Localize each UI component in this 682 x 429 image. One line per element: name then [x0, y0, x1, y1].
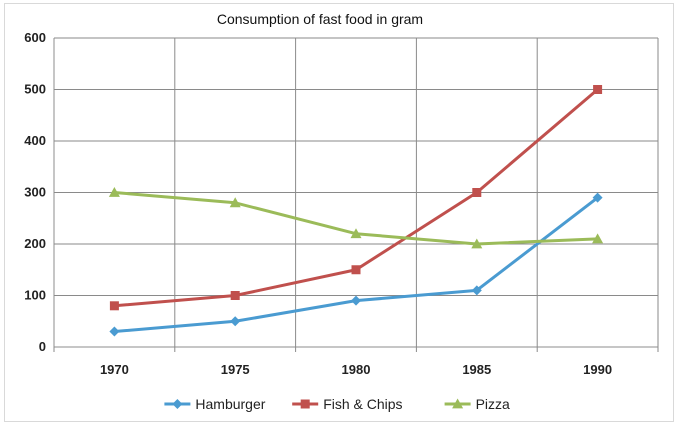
- x-tick-label: 1985: [462, 362, 491, 377]
- y-tick-label: 0: [39, 339, 46, 354]
- legend-label: Fish & Chips: [323, 396, 402, 412]
- x-tick-label: 1980: [342, 362, 371, 377]
- data-point-hamburger: [351, 295, 361, 306]
- legend-marker: [452, 398, 464, 409]
- data-point-fish-chips: [351, 265, 361, 275]
- legend-item-pizza: Pizza: [444, 396, 510, 412]
- data-point-fish-chips: [472, 188, 482, 197]
- data-point-pizza: [229, 197, 241, 208]
- series-line-hamburger: [114, 196, 599, 334]
- y-tick-label: 500: [24, 82, 46, 97]
- y-tick-label: 600: [24, 30, 46, 45]
- legend-marker: [172, 399, 183, 409]
- y-tick-label: 400: [24, 133, 46, 148]
- chart-title: Consumption of fast food in gram: [217, 11, 423, 27]
- legend-item-hamburger: Hamburger: [164, 396, 266, 412]
- legend-label: Hamburger: [195, 396, 265, 412]
- series-layer: [108, 85, 604, 337]
- y-tick-label: 100: [24, 288, 46, 303]
- y-tick-label: 200: [24, 236, 46, 251]
- series-hamburger: [109, 192, 603, 337]
- series-fish-chips: [109, 85, 603, 311]
- data-point-fish-chips: [593, 85, 603, 94]
- data-point-hamburger: [109, 326, 120, 337]
- x-tick-label: 1990: [583, 362, 612, 377]
- data-point-pizza: [108, 187, 120, 197]
- data-point-fish-chips: [230, 291, 240, 300]
- chart-frame: [4, 3, 674, 422]
- data-point-hamburger: [471, 285, 482, 296]
- legend-item-fish-chips: Fish & Chips: [292, 396, 403, 412]
- x-tick-label: 1970: [100, 362, 129, 377]
- data-point-fish-chips: [109, 301, 119, 311]
- data-point-pizza: [471, 238, 483, 249]
- data-point-hamburger: [230, 316, 241, 327]
- y-tick-label: 300: [24, 185, 46, 200]
- legend: Hamburger Fish & Chips Pizza: [164, 396, 510, 412]
- data-point-pizza: [592, 233, 604, 244]
- legend-marker: [300, 399, 310, 409]
- axis-layer: 0 100 200 300 400 500 600 1970 1975 1980 1985 1990: [24, 30, 612, 377]
- legend-label: Pizza: [476, 396, 510, 412]
- data-point-hamburger: [592, 192, 603, 203]
- series-pizza: [108, 187, 604, 249]
- data-point-pizza: [350, 228, 362, 239]
- x-tick-label: 1975: [221, 362, 250, 377]
